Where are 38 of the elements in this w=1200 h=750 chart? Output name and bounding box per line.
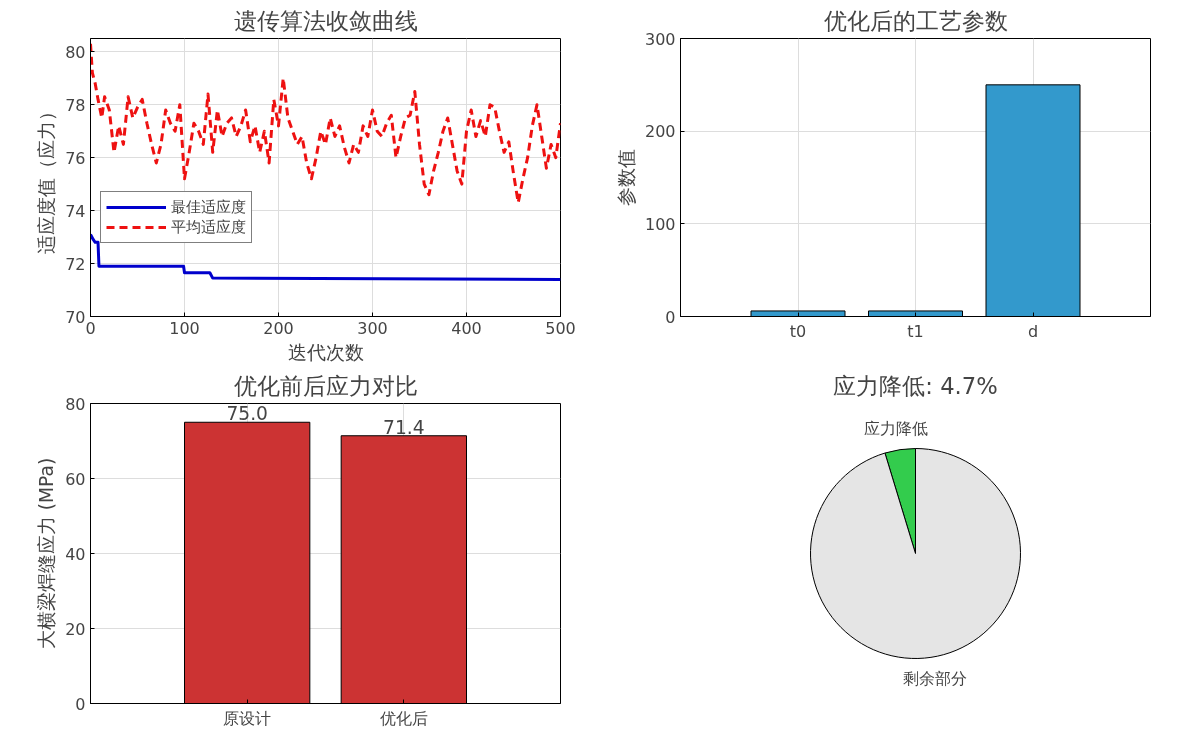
x-tick-label: t0 [789,321,807,341]
data-label: 71.4 [383,416,425,438]
chart-title: 遗传算法收敛曲线 [233,7,418,34]
x-axis-title: 迭代次数 [287,341,364,363]
chart-title: 优化前后应力对比 [233,372,418,399]
x-tick-label: 优化后 [379,708,428,728]
slice-label: 应力降低 [863,419,928,439]
x-tick-label: d [1027,321,1039,341]
x-tick-label: t1 [907,321,924,341]
data-label: 75.0 [226,403,268,425]
y-tick-label: 80 [65,394,86,414]
y-tick-label: 0 [75,694,86,714]
x-tick-label: 原设计 [223,708,272,728]
chart-title: 优化后的工艺参数 [823,7,1008,34]
y-tick-label: 300 [644,29,676,49]
y-tick-label: 40 [65,544,86,564]
chart-title: 应力降低: 4.7% [833,372,998,399]
legend-label: 平均适应度 [171,217,246,237]
x-tick-label: 500 [545,318,576,338]
y-tick-label: 200 [644,122,676,142]
x-tick-label: 300 [357,318,388,338]
y-tick-label: 76 [65,148,86,168]
y-tick-label: 60 [65,469,86,489]
y-axis-title: 适应度值（应力） [36,101,58,254]
y-axis-title: 大横梁焊缝应力 (MPa) [36,457,58,650]
legend-label: 最佳适应度 [171,197,246,217]
x-tick-label: 400 [451,318,482,338]
y-tick-label: 20 [65,619,86,639]
slice-label: 剩余部分 [903,668,968,688]
y-tick-label: 100 [644,214,676,234]
y-tick-label: 72 [65,254,86,274]
y-tick-label: 74 [65,201,86,221]
x-tick-label: 200 [263,318,294,338]
y-tick-label: 70 [65,307,86,327]
y-tick-label: 80 [65,42,86,62]
y-axis-title: 参数值 [615,149,637,206]
y-tick-label: 78 [65,95,86,115]
x-tick-label: 100 [169,318,200,338]
